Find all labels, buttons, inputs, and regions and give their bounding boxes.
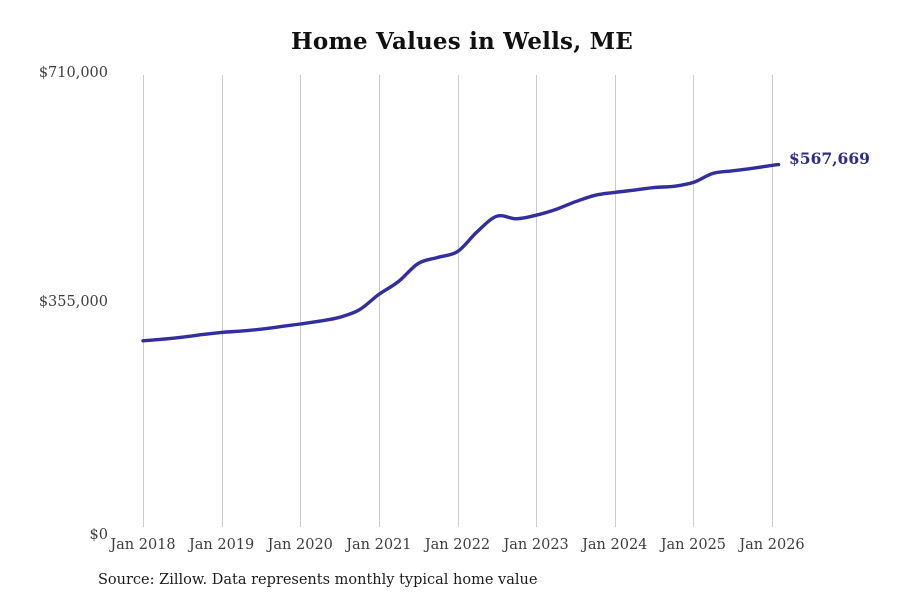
latest-value-label: $567,669 [789, 149, 870, 168]
x-tick-label: Jan 2024 [582, 537, 648, 553]
y-tick-label: $355,000 [38, 293, 108, 310]
y-tick-label: $710,000 [38, 65, 108, 81]
x-tick-label: Jan 2019 [188, 537, 255, 553]
chart-title: Home Values in Wells, ME [290, 28, 634, 55]
x-tick-label: Jan 2021 [346, 537, 412, 553]
y-tick-label: $0 [89, 527, 108, 543]
x-tick-label: Jan 2023 [503, 537, 569, 553]
source-note: Source: Zillow. Data represents monthly … [98, 572, 538, 588]
x-tick-label: Jan 2020 [267, 537, 333, 553]
x-tick-label: Jan 2025 [660, 537, 727, 553]
x-tick-label: Jan 2018 [110, 537, 176, 553]
x-tick-label: Jan 2022 [424, 537, 491, 553]
home-value-line [141, 162, 781, 343]
y-axis: $0 $355,000 $710,000 [0, 0, 108, 600]
x-tick-label: Jan 2026 [739, 537, 805, 553]
gridlines [143, 75, 773, 527]
x-axis: Jan 2018 Jan 2019 Jan 2020 Jan 2021 Jan 2022… [0, 537, 900, 557]
